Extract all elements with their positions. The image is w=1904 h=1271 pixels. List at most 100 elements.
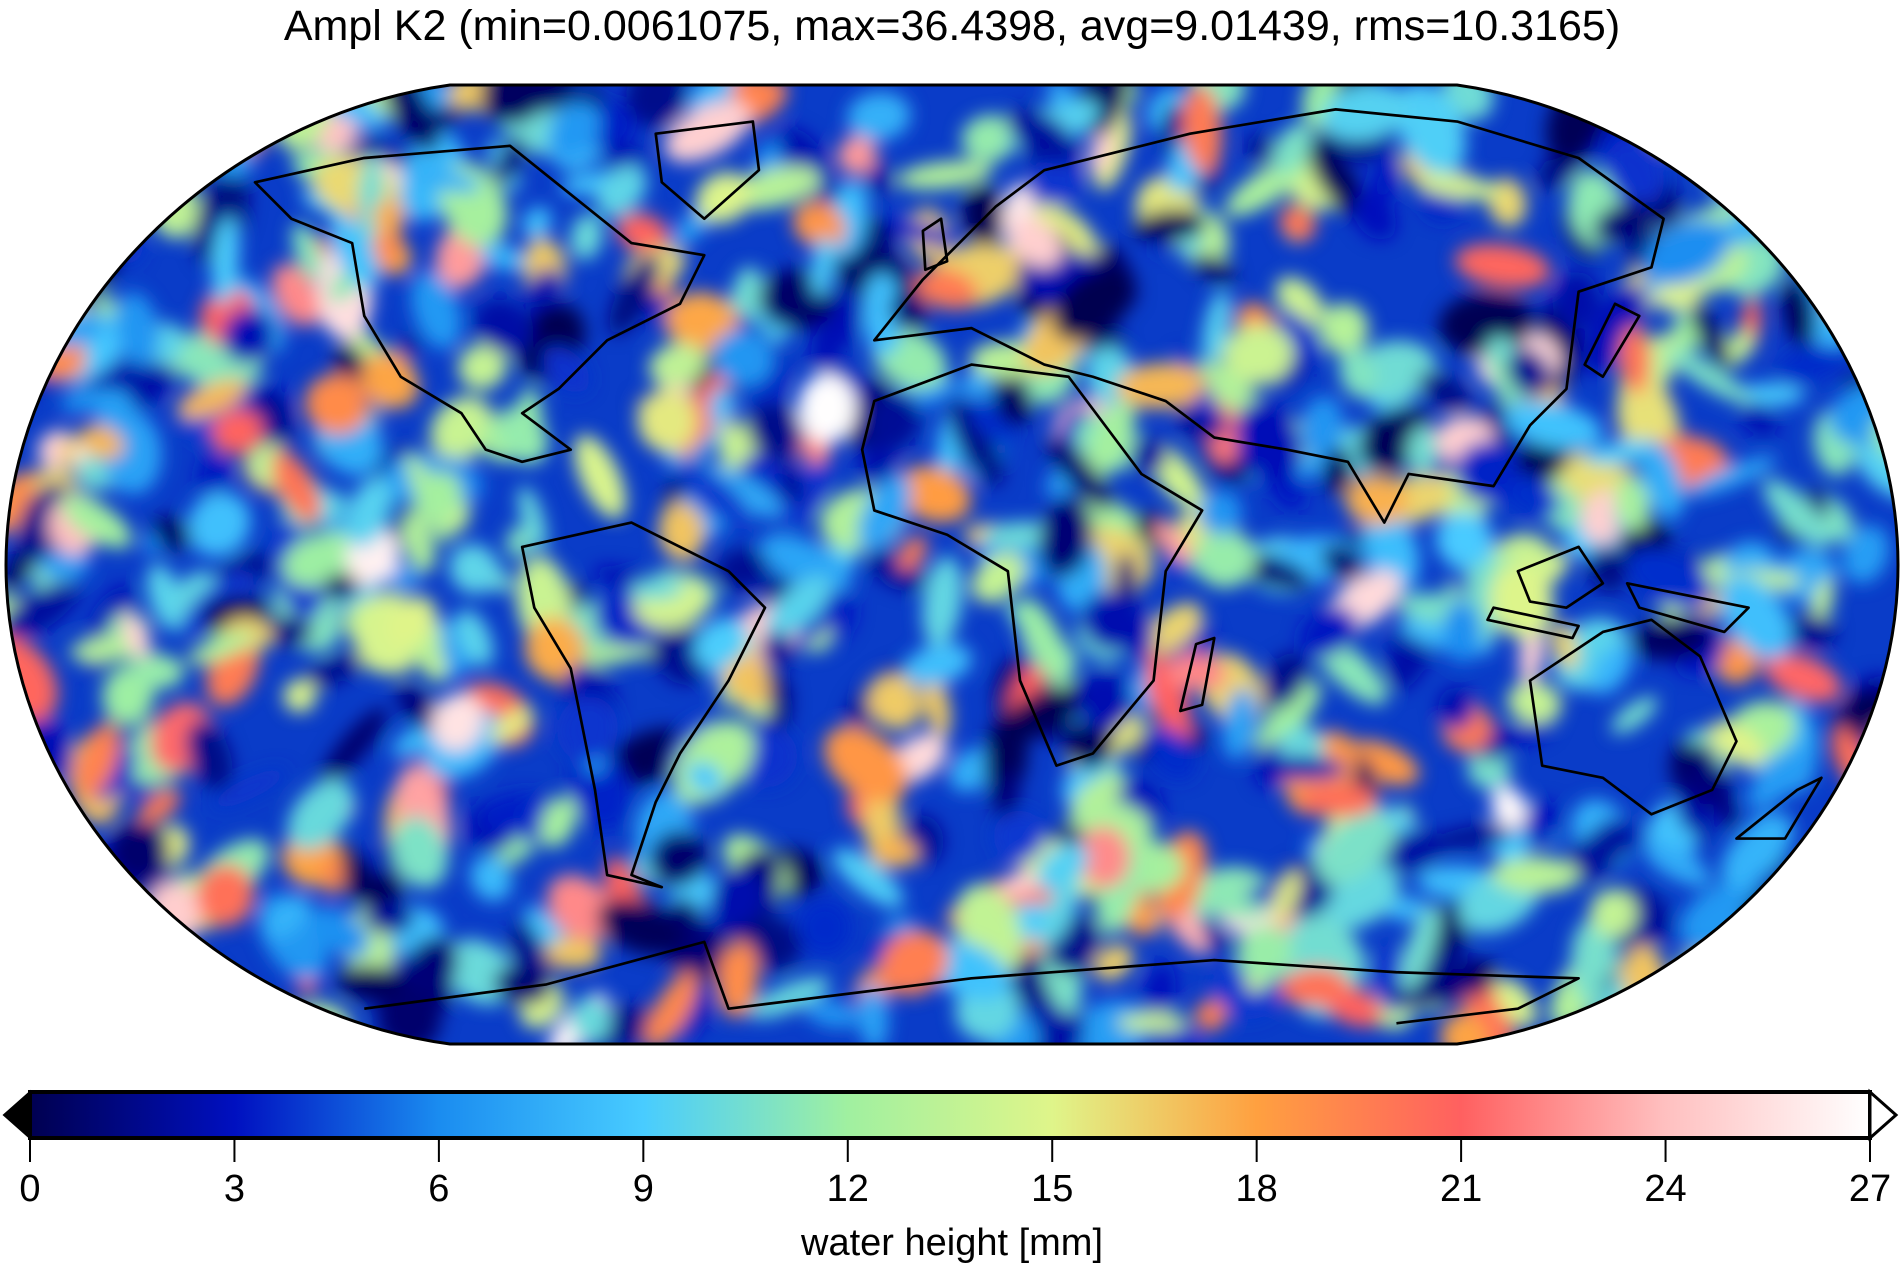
field-blob <box>1859 732 1898 778</box>
field-blob <box>210 768 288 809</box>
coastline-africa <box>860 363 1204 767</box>
field-blob <box>837 135 877 175</box>
field-blob <box>1687 456 1777 497</box>
field-blob <box>73 951 124 991</box>
field-blob <box>1088 130 1114 175</box>
field-blob <box>1506 348 1552 397</box>
field-blob <box>203 992 262 1025</box>
field-blob <box>666 291 738 352</box>
colorbar-tick-label: 9 <box>632 1168 654 1210</box>
field-blob <box>873 836 918 868</box>
coastline-greenland <box>654 120 761 221</box>
field-blob <box>41 548 91 581</box>
field-blob <box>1688 985 1751 1044</box>
field-blob <box>992 769 1020 824</box>
field-blob <box>1280 967 1348 1007</box>
field-blob <box>6 997 37 1044</box>
field-blob <box>992 368 1032 427</box>
field-blob <box>1768 112 1798 147</box>
field-blob <box>542 346 590 393</box>
field-blob <box>522 206 552 239</box>
field-blob <box>1490 855 1580 894</box>
field-blob <box>25 112 83 175</box>
colorbar-under-triangle <box>2 1089 31 1141</box>
field-blob <box>1825 268 1869 318</box>
field-blob <box>61 495 133 549</box>
colorbar-tick-label: 27 <box>1848 1168 1892 1210</box>
field-blob <box>865 159 893 197</box>
field-blob <box>862 272 904 357</box>
field-blob <box>1166 653 1227 692</box>
field-blob <box>730 85 772 110</box>
field-blob <box>860 442 895 485</box>
field-blob <box>410 271 462 350</box>
field-blob <box>765 575 832 639</box>
field-blob <box>895 465 972 523</box>
field-blob <box>470 855 512 902</box>
field-blob <box>556 696 619 762</box>
field-blob <box>22 303 65 346</box>
field-blob <box>1741 85 1823 114</box>
field-blob <box>1770 969 1828 1014</box>
field-blob <box>649 830 707 887</box>
field-blob <box>1193 254 1236 284</box>
field-blob <box>1720 575 1792 660</box>
field-blob <box>1720 813 1794 889</box>
field-blob <box>1640 441 1684 520</box>
field-blob <box>993 810 1045 862</box>
field-blob <box>546 937 602 969</box>
field-blob <box>1588 545 1627 593</box>
field-blob <box>283 679 317 713</box>
field-blob <box>1435 511 1494 568</box>
field-blob <box>1489 563 1554 639</box>
field-blob <box>1307 141 1365 219</box>
field-blob <box>1504 401 1603 450</box>
field-blob <box>6 1011 80 1044</box>
field-blob <box>1614 476 1650 531</box>
field-blob <box>550 101 602 159</box>
field-blob <box>80 152 155 191</box>
colorbar-tick-label: 12 <box>826 1168 869 1210</box>
field-blob <box>540 796 577 848</box>
field-blob <box>6 865 63 930</box>
field-blob <box>1842 524 1890 584</box>
field-blob <box>1052 266 1135 342</box>
field-blob <box>597 898 684 956</box>
field-blob <box>489 707 535 743</box>
field-blob <box>1629 85 1673 124</box>
map-frame <box>4 83 1900 1046</box>
field-blob <box>1084 771 1123 813</box>
coastline-eurasia <box>872 108 1665 524</box>
colorbar <box>2 1088 1899 1162</box>
field-blob <box>1078 826 1130 888</box>
field-blob <box>1519 800 1560 847</box>
field-blob <box>1093 944 1134 981</box>
field-blob <box>1437 686 1475 730</box>
field-blob <box>197 995 248 1044</box>
coastline-indonesia <box>1486 545 1750 640</box>
field-blob <box>1260 756 1346 781</box>
field-blob <box>37 260 93 300</box>
field-blob <box>361 352 420 409</box>
field-blob <box>1744 906 1806 960</box>
field-blob <box>1455 441 1517 503</box>
field-blob <box>1438 292 1534 356</box>
field-blob <box>759 534 852 593</box>
field-blob <box>998 683 1090 741</box>
field-blob <box>525 268 563 308</box>
field-blob <box>561 641 655 667</box>
field-blob <box>81 169 135 207</box>
field-blob <box>1879 264 1898 304</box>
field-blob <box>287 779 355 851</box>
field-blob <box>155 969 187 1002</box>
field-blob <box>694 617 749 670</box>
field-blob <box>1835 891 1867 928</box>
field-blob <box>1873 328 1898 354</box>
field-blob <box>1591 643 1633 695</box>
field-blob <box>271 450 322 523</box>
field-blob <box>1222 687 1257 760</box>
colorbar-tick-label: 15 <box>1031 1168 1074 1210</box>
field-blob <box>1145 652 1192 746</box>
field-blob <box>921 671 951 737</box>
field-blob <box>1198 866 1277 921</box>
